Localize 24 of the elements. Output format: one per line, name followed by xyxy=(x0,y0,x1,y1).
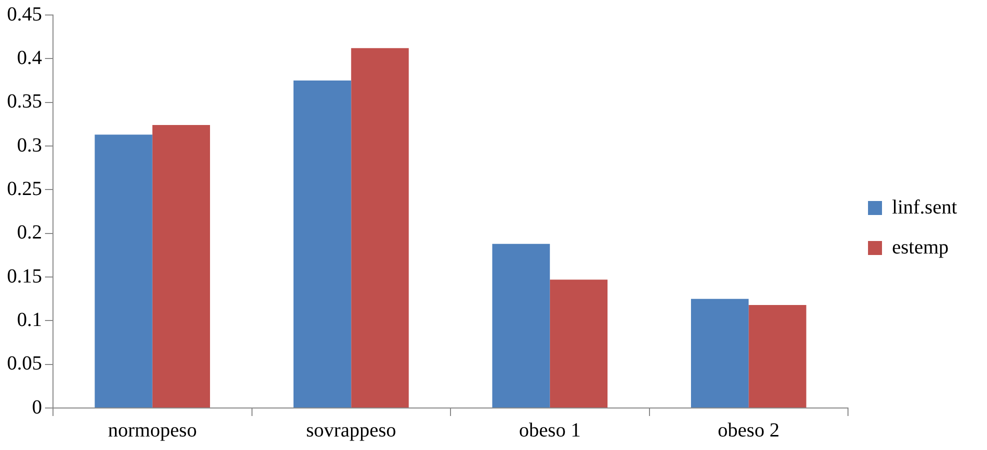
y-tick-label: 0.35 xyxy=(7,90,42,113)
y-tick-label: 0.1 xyxy=(17,308,42,331)
bar xyxy=(351,48,409,408)
y-tick-label: 0.25 xyxy=(7,178,42,200)
x-tick-label: normopeso xyxy=(108,419,197,442)
y-tick-label: 0.4 xyxy=(17,46,42,69)
y-tick-label: 0.15 xyxy=(7,265,42,288)
y-tick-label: 0.2 xyxy=(17,222,42,244)
bar xyxy=(748,304,806,408)
bar xyxy=(492,244,550,408)
x-tick-label: sovrappeso xyxy=(306,419,396,442)
bar xyxy=(94,134,152,408)
y-tick-label: 0 xyxy=(32,396,42,418)
y-tick-label: 0.05 xyxy=(7,352,42,375)
bar xyxy=(293,80,352,408)
y-tick-label: 0.45 xyxy=(7,3,42,26)
bar xyxy=(152,125,210,408)
legend-label: estemp xyxy=(892,236,949,258)
y-tick-label: 0.3 xyxy=(17,134,42,156)
legend-label: linf.sent xyxy=(892,196,958,218)
x-tick-label: obeso 1 xyxy=(519,419,581,442)
bar xyxy=(690,298,749,408)
x-tick-label: obeso 2 xyxy=(718,419,780,442)
bar xyxy=(550,280,608,408)
